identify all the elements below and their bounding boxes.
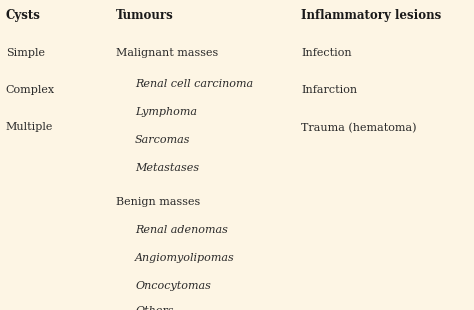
Text: Oncocytomas: Oncocytomas bbox=[135, 281, 211, 290]
Text: Renal cell carcinoma: Renal cell carcinoma bbox=[135, 79, 253, 89]
Text: Complex: Complex bbox=[6, 85, 55, 95]
Text: Tumours: Tumours bbox=[116, 9, 174, 22]
Text: Metastases: Metastases bbox=[135, 163, 199, 173]
Text: Cysts: Cysts bbox=[6, 9, 41, 22]
Text: Lymphoma: Lymphoma bbox=[135, 107, 197, 117]
Text: Sarcomas: Sarcomas bbox=[135, 135, 191, 145]
Text: Simple: Simple bbox=[6, 48, 45, 58]
Text: Benign masses: Benign masses bbox=[116, 197, 201, 207]
Text: Malignant masses: Malignant masses bbox=[116, 48, 219, 58]
Text: Others: Others bbox=[135, 306, 173, 310]
Text: Multiple: Multiple bbox=[6, 122, 53, 132]
Text: Renal adenomas: Renal adenomas bbox=[135, 225, 228, 235]
Text: Infection: Infection bbox=[301, 48, 352, 58]
Text: Trauma (hematoma): Trauma (hematoma) bbox=[301, 122, 417, 133]
Text: Angiomyolipomas: Angiomyolipomas bbox=[135, 253, 235, 263]
Text: Inflammatory lesions: Inflammatory lesions bbox=[301, 9, 441, 22]
Text: Infarction: Infarction bbox=[301, 85, 357, 95]
